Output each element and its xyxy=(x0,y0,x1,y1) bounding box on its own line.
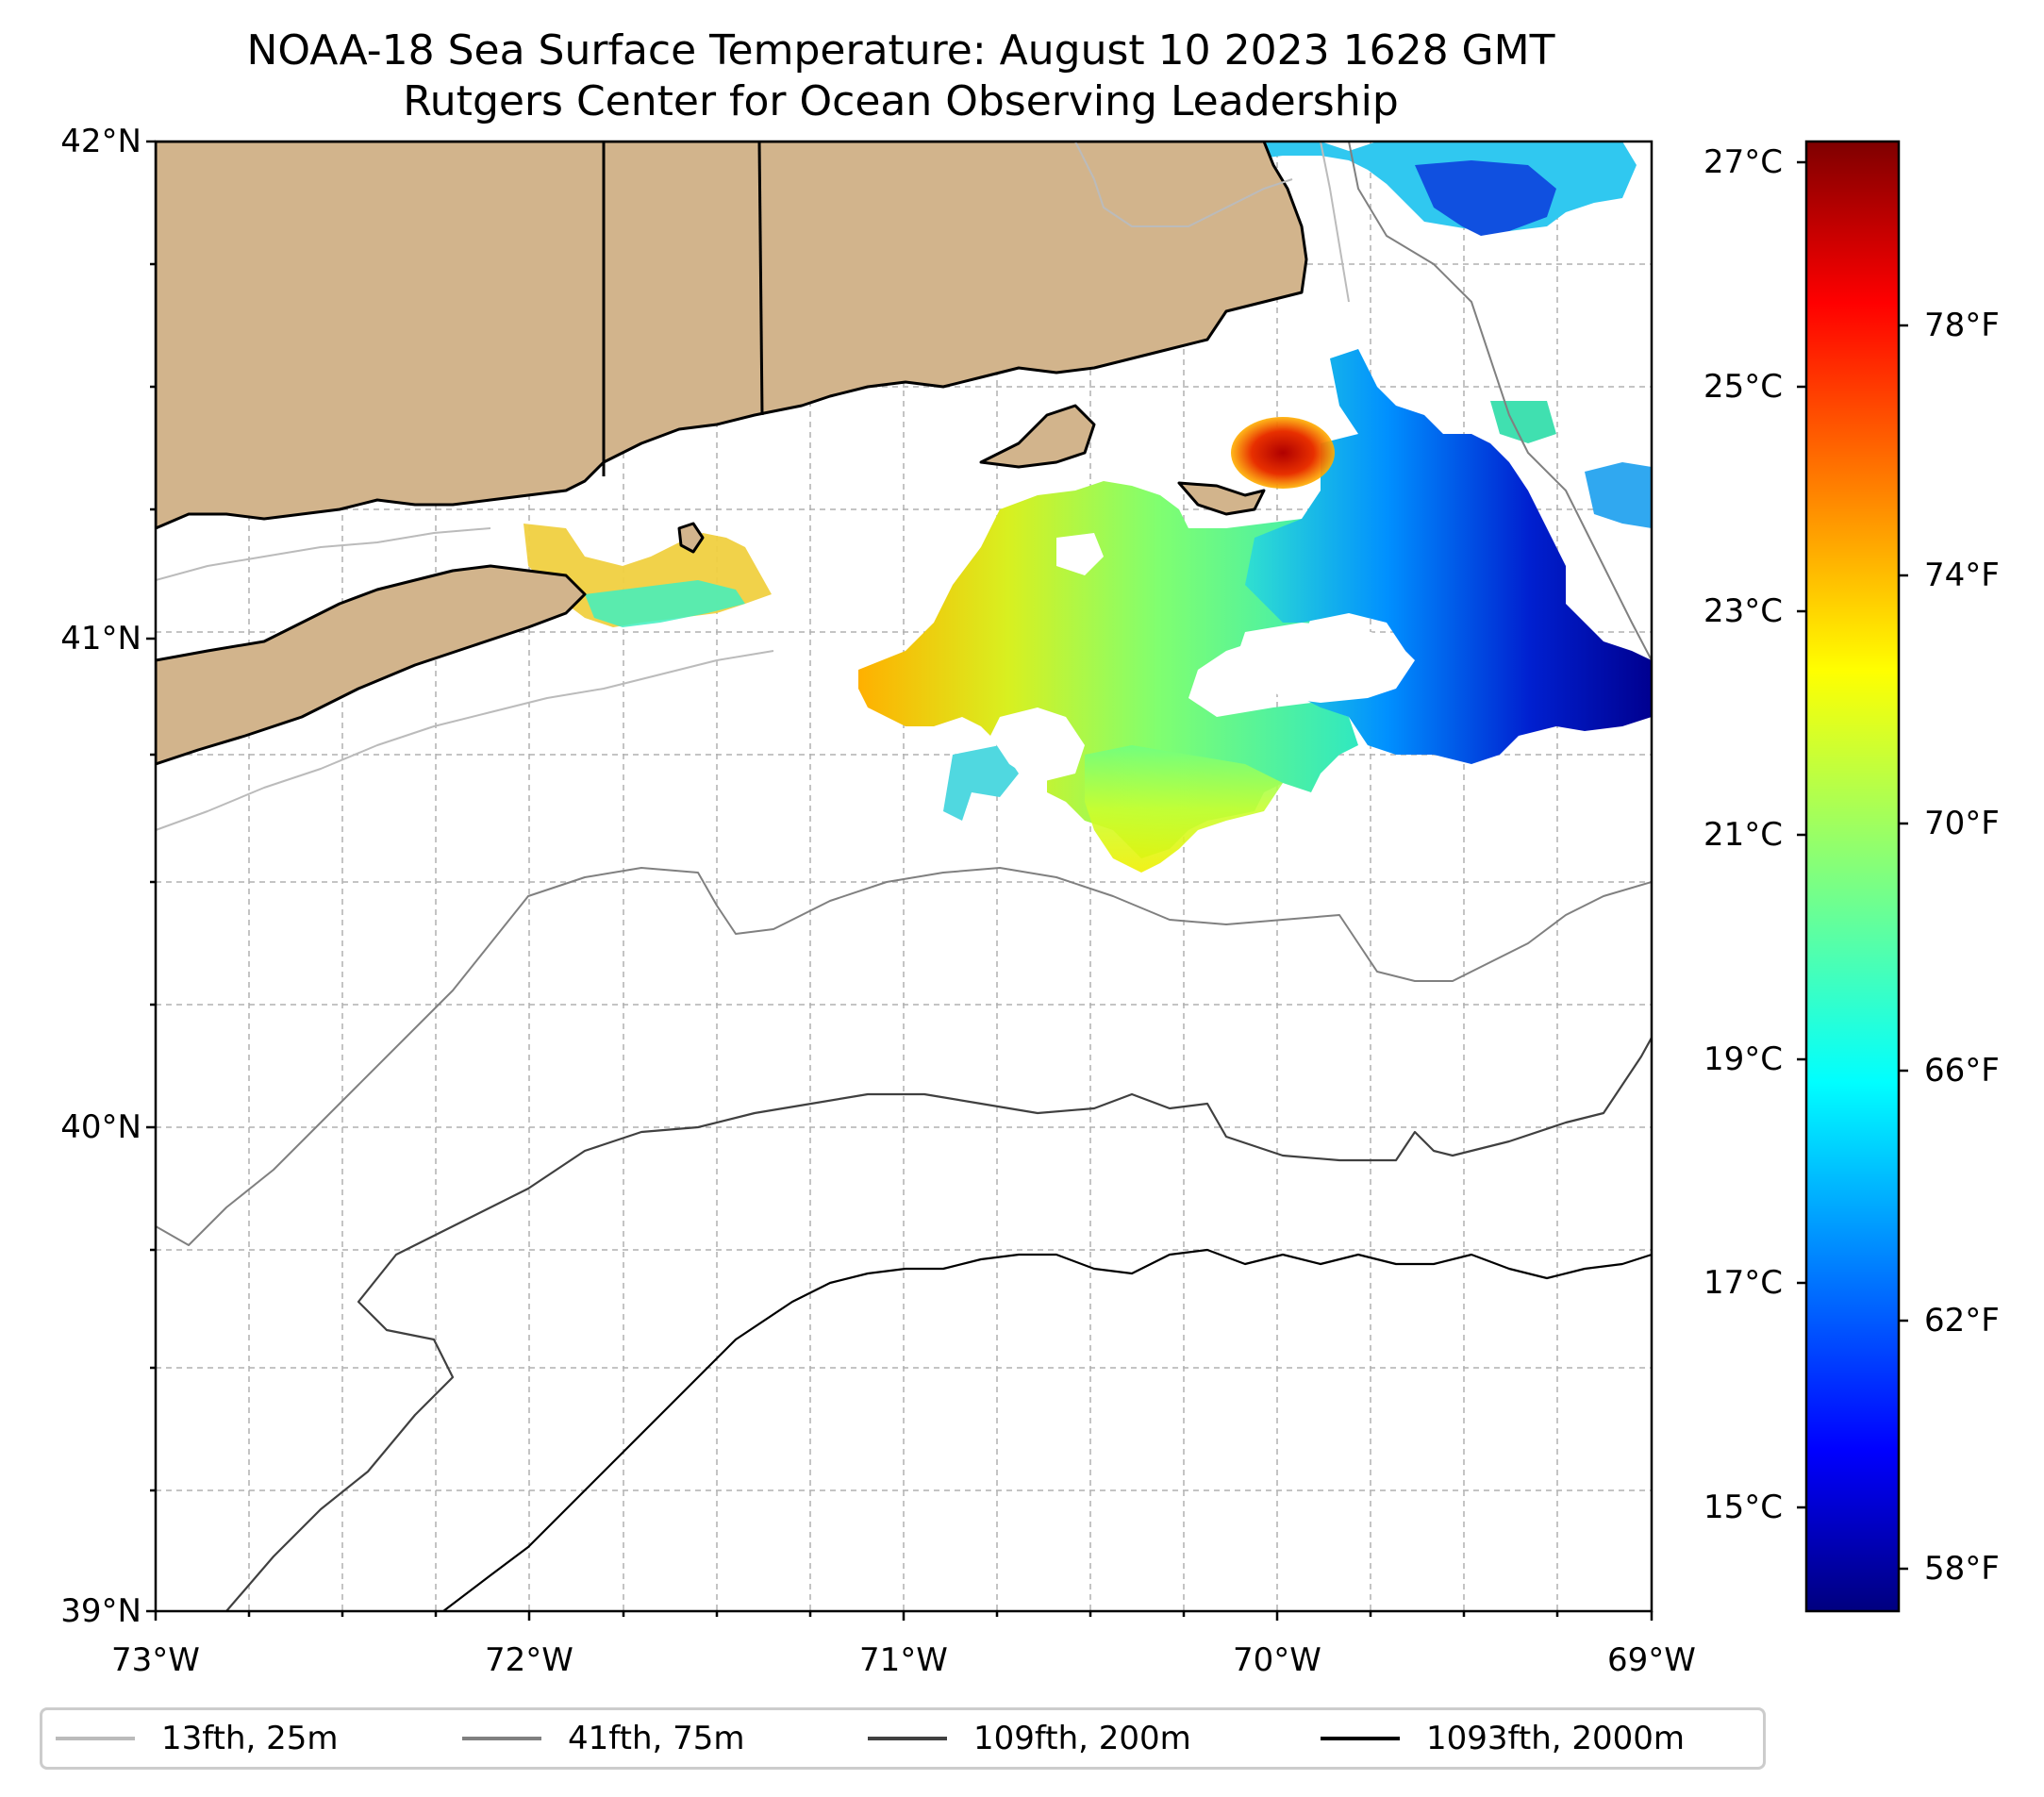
land-marthas-vineyard xyxy=(979,404,1096,469)
colorbar-label-f-74: 74°F xyxy=(1924,557,2000,594)
colorbar-ticks xyxy=(1797,160,1908,1571)
lat-label-42: 42°N xyxy=(60,123,141,160)
land-nantucket xyxy=(1177,481,1266,516)
legend-label-2000m: 1093fth, 2000m xyxy=(1426,1720,1686,1757)
map-plot-area xyxy=(156,141,1652,1611)
colorbar-label-c-21: 21°C xyxy=(1703,816,1783,854)
lat-label-40: 40°N xyxy=(60,1108,141,1146)
lon-label-71: 71°W xyxy=(859,1641,948,1679)
lon-ticks xyxy=(154,1611,1653,1621)
legend-line-75m xyxy=(462,1737,541,1740)
colorbar-label-c-27: 27°C xyxy=(1703,143,1783,181)
land xyxy=(156,141,1308,766)
sst-patch-south xyxy=(1085,745,1283,873)
colorbar-label-c-25: 25°C xyxy=(1703,368,1783,406)
contour-75m xyxy=(156,141,1652,1246)
colorbar-label-f-78: 78°F xyxy=(1924,307,2000,344)
contour-25m xyxy=(156,141,1350,831)
colorbar-gradient xyxy=(1806,141,1899,1611)
sst-patch-small-teal xyxy=(1490,401,1556,443)
lat-label-39: 39°N xyxy=(60,1592,141,1630)
sst-data xyxy=(523,141,1652,873)
colorbar-label-f-66: 66°F xyxy=(1924,1052,2000,1090)
legend-line-25m xyxy=(56,1737,135,1740)
legend-line-200m xyxy=(868,1737,947,1740)
map-title: NOAA-18 Sea Surface Temperature: August … xyxy=(246,26,1555,75)
legend-item-75m: 41fth, 75m xyxy=(462,1718,745,1759)
lon-label-69: 69°W xyxy=(1607,1641,1696,1679)
lat-label-41: 41°N xyxy=(60,620,141,657)
legend-item-200m: 109fth, 200m xyxy=(868,1718,1191,1759)
bathymetry-contours xyxy=(156,141,1652,1611)
lon-label-72: 72°W xyxy=(485,1641,573,1679)
land-new-england xyxy=(156,141,1308,530)
colorbar-label-f-70: 70°F xyxy=(1924,805,2000,842)
legend-item-25m: 13fth, 25m xyxy=(56,1718,339,1759)
sst-patch-northeast-blue xyxy=(1415,160,1556,236)
legend-label-75m: 41fth, 75m xyxy=(568,1720,745,1757)
legend-line-2000m xyxy=(1321,1737,1400,1740)
sst-patch-south-lobe xyxy=(943,745,1019,821)
colorbar-frame xyxy=(1804,140,1901,1613)
colorbar-label-f-62: 62°F xyxy=(1924,1302,2000,1339)
lon-label-73: 73°W xyxy=(111,1641,200,1679)
land-long-island xyxy=(156,564,587,766)
colorbar-label-c-19: 19°C xyxy=(1703,1040,1783,1078)
land-block-island xyxy=(677,522,705,554)
lon-label-70: 70°W xyxy=(1233,1641,1321,1679)
map-subtitle: Rutgers Center for Ocean Observing Leade… xyxy=(403,77,1399,125)
sst-warm-core xyxy=(1231,417,1335,489)
sst-patch-east xyxy=(1245,349,1652,764)
state-borders xyxy=(602,141,764,476)
legend-label-200m: 109fth, 200m xyxy=(973,1720,1191,1757)
contour-2000m xyxy=(442,1248,1652,1611)
sst-patch-coastal-west-cyan xyxy=(585,580,745,627)
colorbar-label-c-17: 17°C xyxy=(1703,1264,1783,1302)
no-data-holes xyxy=(990,533,1415,783)
contour-200m xyxy=(225,1037,1652,1611)
colorbar-label-c-23: 23°C xyxy=(1703,592,1783,630)
contour-legend: 13fth, 25m 41fth, 75m 109fth, 200m 1093f… xyxy=(40,1707,1766,1770)
sst-patch-east-edge xyxy=(1585,462,1652,528)
legend-label-25m: 13fth, 25m xyxy=(161,1720,339,1757)
legend-item-2000m: 1093fth, 2000m xyxy=(1321,1718,1685,1759)
colorbar-label-f-58: 58°F xyxy=(1924,1550,2000,1588)
lat-ticks xyxy=(146,140,156,1613)
colorbar-label-c-15: 15°C xyxy=(1703,1489,1783,1526)
